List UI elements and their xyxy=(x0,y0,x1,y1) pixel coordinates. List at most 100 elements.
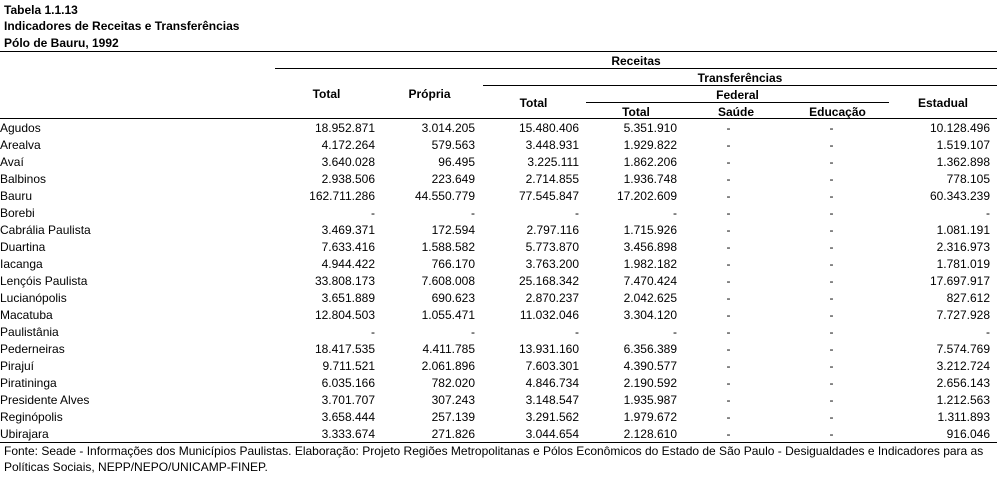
cell-propria: 766.170 xyxy=(431,257,475,271)
cell-transf-total: 3.763.200 xyxy=(525,257,579,271)
cell-educacao: - xyxy=(829,427,834,441)
cell-propria: 2.061.896 xyxy=(421,359,475,373)
table-row: Cabrália Paulista 3.469.371 172.594 2.797.1… xyxy=(0,222,990,239)
cell-educacao: - xyxy=(829,257,834,271)
cell-estadual: 1.212.563 xyxy=(936,393,990,407)
cell-total: 18.417.535 xyxy=(314,342,375,356)
table-row: Ubirajara 3.333.674 271.826 3.044.654 2.128.… xyxy=(0,426,990,443)
cell-fed-total: - xyxy=(673,325,677,339)
municipality-name: Agudos xyxy=(0,121,41,135)
cell-transf-total: 3.044.654 xyxy=(525,427,579,441)
cell-estadual: 60.343.239 xyxy=(929,189,990,203)
cell-total: 18.952.871 xyxy=(314,121,375,135)
table-row: Lençóis Paulista 33.808.173 7.608.008 25.16… xyxy=(0,273,990,290)
cell-estadual: 916.046 xyxy=(946,427,990,441)
cell-fed-total: 1.936.748 xyxy=(623,172,677,186)
municipality-name: Lençóis Paulista xyxy=(0,274,88,288)
cell-educacao: - xyxy=(829,189,834,203)
cell-total: 3.651.889 xyxy=(321,291,375,305)
cell-transf-total: 77.545.847 xyxy=(518,189,579,203)
cell-saude: - xyxy=(726,274,731,288)
cell-educacao: - xyxy=(829,155,834,169)
cell-fed-total: 6.356.389 xyxy=(623,342,677,356)
cell-propria: 172.594 xyxy=(431,223,475,237)
cell-propria: 7.608.008 xyxy=(421,274,475,288)
cell-transf-total: 3.148.547 xyxy=(525,393,579,407)
cell-estadual: 1.362.898 xyxy=(936,155,990,169)
header-receitas: Receitas xyxy=(611,54,661,68)
cell-propria: 690.623 xyxy=(431,291,475,305)
table-title: Indicadores de Receitas e Transferências xyxy=(4,19,240,33)
table-row: Lucianópolis 3.651.889 690.623 2.870.237 2.0… xyxy=(0,290,990,307)
cell-transf-total: 2.714.855 xyxy=(525,172,579,186)
cell-educacao: - xyxy=(829,291,834,305)
municipality-name: Avaí xyxy=(0,155,24,169)
municipality-name: Ubirajara xyxy=(0,427,49,441)
table-row: Reginópolis 3.658.444 257.139 3.291.562 1.97… xyxy=(0,409,990,426)
table-row: Paulistânia - - - - - - - xyxy=(0,324,990,341)
cell-total: 9.711.521 xyxy=(322,359,376,373)
table-row: Avaí 3.640.028 96.495 3.225.111 1.862.206 - - 1… xyxy=(0,154,990,171)
header-federal: Federal xyxy=(716,88,759,102)
cell-transf-total: 2.870.237 xyxy=(525,291,579,305)
cell-propria: - xyxy=(471,206,475,220)
cell-estadual: 2.316.973 xyxy=(936,240,990,254)
cell-propria: 782.020 xyxy=(431,376,475,390)
cell-saude: - xyxy=(726,155,731,169)
header-bottom-rule xyxy=(0,118,997,119)
cell-educacao: - xyxy=(829,342,834,356)
cell-saude: - xyxy=(726,172,731,186)
table-row: Arealva 4.172.264 579.563 3.448.931 1.929.82… xyxy=(0,137,990,154)
cell-total: 4.944.422 xyxy=(321,257,375,271)
cell-total: 12.804.503 xyxy=(314,308,375,322)
cell-fed-total: 1.862.206 xyxy=(623,155,677,169)
cell-fed-total: 17.202.609 xyxy=(616,189,677,203)
cell-fed-total: 3.456.898 xyxy=(623,240,677,254)
municipality-name: Piratininga xyxy=(0,376,57,390)
cell-educacao: - xyxy=(829,274,834,288)
header-propria: Própria xyxy=(408,87,451,101)
cell-educacao: - xyxy=(829,240,834,254)
header-saude: Saúde xyxy=(717,105,754,119)
cell-estadual: - xyxy=(986,206,990,220)
municipality-name: Lucianópolis xyxy=(0,291,67,305)
cell-fed-total: 2.042.625 xyxy=(623,291,677,305)
cell-saude: - xyxy=(726,410,731,424)
header-federal-total: Total xyxy=(622,105,650,119)
cell-estadual: 1.519.107 xyxy=(936,138,990,152)
cell-educacao: - xyxy=(829,172,834,186)
cell-propria: 223.649 xyxy=(431,172,475,186)
cell-fed-total: 3.304.120 xyxy=(623,308,677,322)
cell-propria: 257.139 xyxy=(431,410,475,424)
cell-fed-total: 5.351.910 xyxy=(623,121,677,135)
cell-transf-total: 15.480.406 xyxy=(518,121,579,135)
municipality-name: Bauru xyxy=(0,189,33,203)
table-row: Borebi - - - - - - - xyxy=(0,205,990,222)
cell-saude: - xyxy=(726,189,731,203)
cell-saude: - xyxy=(726,257,731,271)
cell-total: 3.469.371 xyxy=(321,223,375,237)
municipality-name: Iacanga xyxy=(0,257,43,271)
cell-saude: - xyxy=(726,223,731,237)
federal-rule xyxy=(586,102,889,103)
header-estadual: Estadual xyxy=(917,96,968,110)
cell-educacao: - xyxy=(829,376,834,390)
cell-saude: - xyxy=(726,206,731,220)
municipality-name: Pederneiras xyxy=(0,342,65,356)
municipality-name: Borebi xyxy=(0,206,35,220)
cell-educacao: - xyxy=(829,308,834,322)
municipality-name: Reginópolis xyxy=(0,410,63,424)
table-row: Piratininga 6.035.166 782.020 4.846.734 2.19… xyxy=(0,375,990,392)
cell-propria: 4.411.785 xyxy=(422,342,476,356)
table-row: Bauru 162.711.286 44.550.779 77.545.847 17.2… xyxy=(0,188,990,205)
cell-total: 3.658.444 xyxy=(321,410,375,424)
cell-transf-total: 5.773.870 xyxy=(525,240,579,254)
cell-total: 4.172.264 xyxy=(321,138,375,152)
municipality-name: Paulistânia xyxy=(0,325,59,339)
data-table: Agudos 18.952.871 3.014.205 15.480.406 5.351… xyxy=(0,120,990,443)
cell-estadual: 7.727.928 xyxy=(936,308,990,322)
municipality-name: Cabrália Paulista xyxy=(0,223,91,237)
cell-estadual: 2.656.143 xyxy=(936,376,990,390)
municipality-name: Arealva xyxy=(0,138,41,152)
bottom-rule xyxy=(0,442,997,443)
